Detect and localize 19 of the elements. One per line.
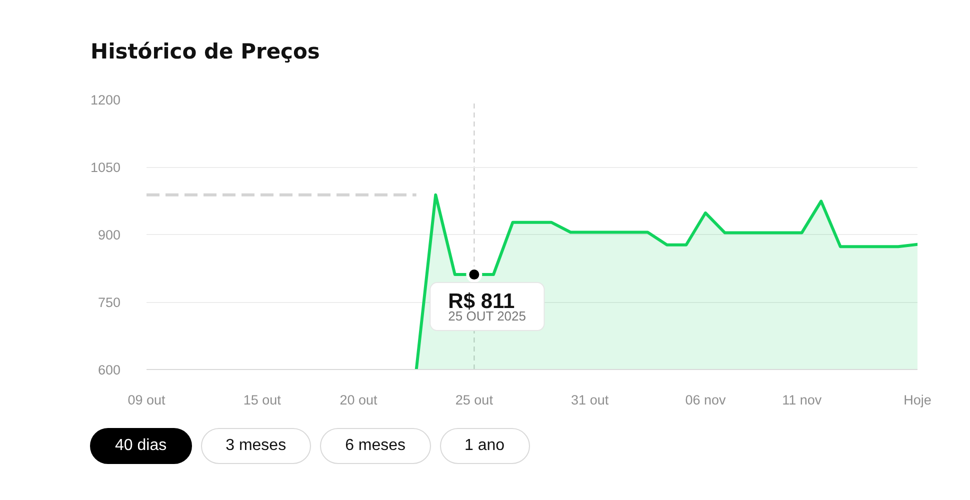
annotation: 25 OUT 2025 xyxy=(448,308,526,324)
x-tick-label: 09 out xyxy=(128,392,166,408)
x-tick-label: Hoje xyxy=(904,392,932,408)
y-tick-label: 750 xyxy=(98,295,121,310)
text: 40 dias xyxy=(90,428,192,464)
x-tick-label: 15 out xyxy=(243,392,282,408)
y-tick-label: 900 xyxy=(98,228,121,242)
x-tick-label: 06 nov xyxy=(685,392,726,408)
text: 6 meses xyxy=(320,428,431,464)
x-tick-label: 31 out xyxy=(571,392,609,408)
chart-title: Histórico de Preços xyxy=(90,40,320,64)
x-tick-label: 25 out xyxy=(455,392,494,408)
x-tick-label: 20 out xyxy=(340,392,378,408)
y-tick-label: 600 xyxy=(98,362,121,378)
text: 1 ano xyxy=(440,428,530,464)
y-tick-label: 1200 xyxy=(90,92,121,108)
y-tick-label: 1050 xyxy=(90,160,121,175)
x-tick-label: 11 nov xyxy=(782,392,822,408)
text: 3 meses xyxy=(200,428,312,464)
